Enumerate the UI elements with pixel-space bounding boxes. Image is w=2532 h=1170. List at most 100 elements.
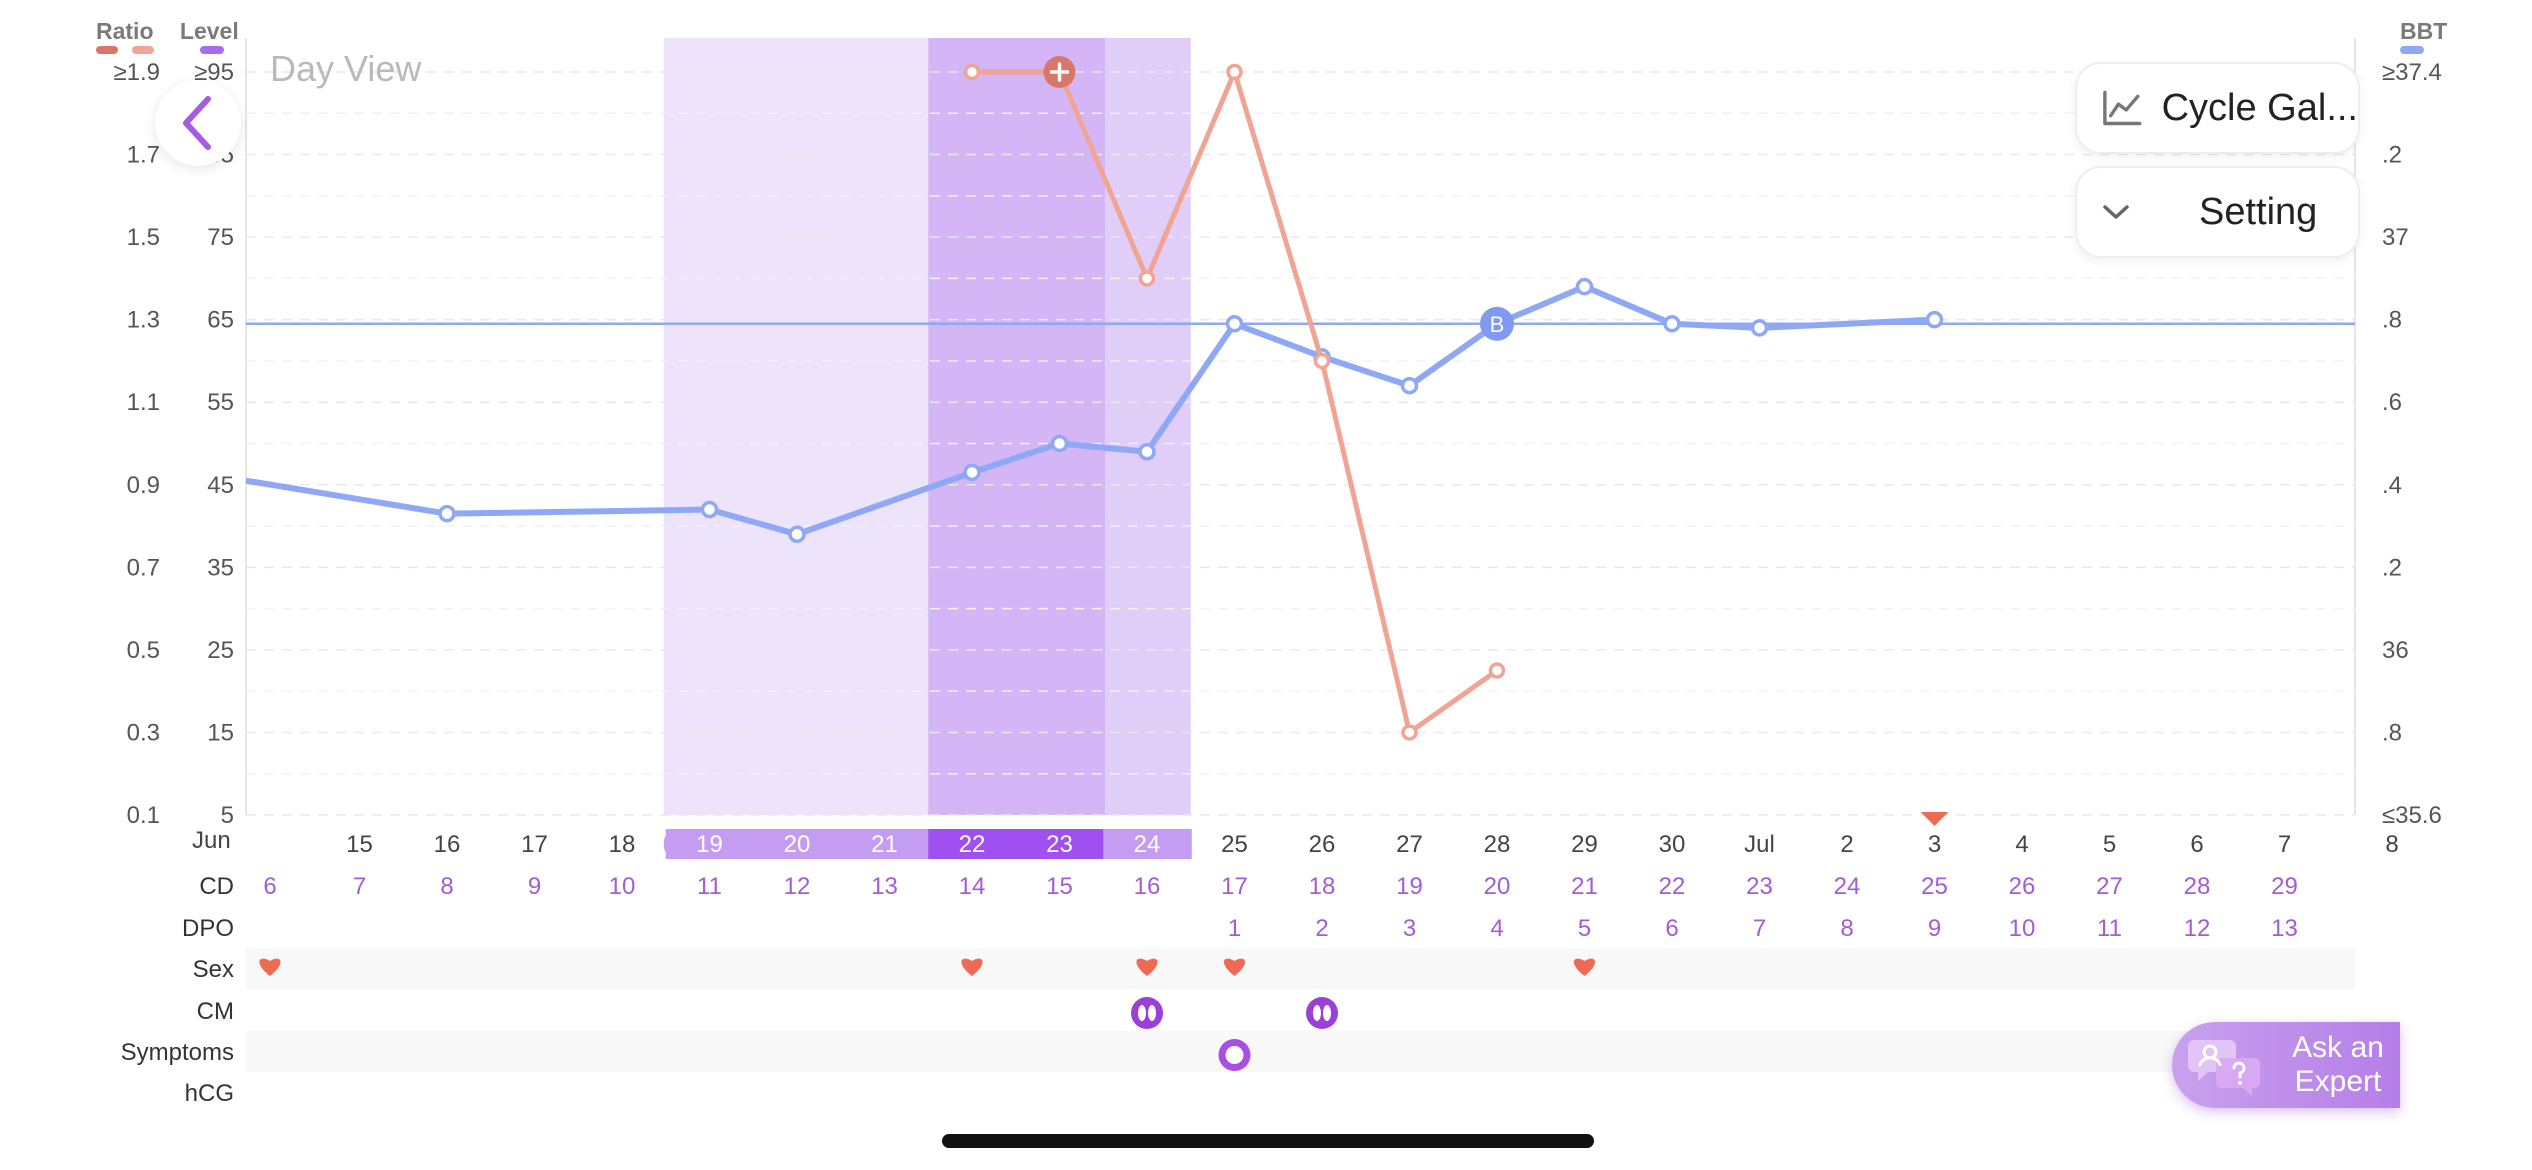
bbt-legend-label: BBT (2400, 18, 2448, 44)
date-pill (928, 829, 1017, 859)
dpo-value: 1 (1228, 915, 1241, 942)
back-button[interactable] (155, 80, 241, 166)
ratio-point (963, 63, 981, 81)
bbt-point (1575, 277, 1594, 296)
heart-icon (1223, 958, 1246, 976)
dpo-value: 10 (2009, 915, 2036, 942)
dpo-value: 2 (1315, 915, 1328, 942)
chevron-down-icon (2103, 205, 2129, 219)
date-label: 21 (871, 831, 898, 858)
cd-value: 22 (1659, 873, 1686, 900)
ratio-point (1226, 63, 1243, 81)
ratio-tick-label: 1.1 (127, 389, 160, 416)
bbt-point (1750, 319, 1769, 337)
row-background (246, 1031, 2355, 1072)
ratio-tick-label: 1.3 (127, 307, 160, 334)
date-label: 2 (1840, 831, 1853, 858)
row-label-cm: CM (197, 998, 234, 1025)
bbt-tick-label: ≥37.4 (2382, 59, 2442, 86)
date-pill (840, 829, 930, 859)
dpo-value: 4 (1490, 915, 1503, 942)
setting-button[interactable]: Setting (2075, 166, 2360, 258)
cd-value: 21 (1571, 873, 1598, 900)
post-peak-band (1105, 38, 1191, 815)
ratio-dark-swatch (96, 46, 118, 54)
date-label: 16 (434, 831, 461, 858)
dpo-value: 3 (1403, 915, 1416, 942)
ask-expert-button[interactable]: Ask an Expert (2172, 1022, 2400, 1108)
fertile-window-bands (663, 38, 1191, 815)
bbt-point (1925, 310, 1944, 329)
cm-drop (1323, 1005, 1331, 1021)
chart-grid (245, 38, 2356, 816)
row-label-sex: Sex (193, 956, 234, 983)
cycle-gallery-label: Cycle Gal... (2161, 86, 2358, 129)
ratio-legend-label: Ratio (96, 18, 154, 44)
ovulation-marker-label: B (1490, 312, 1505, 337)
cm-drop (1138, 1005, 1146, 1021)
date-pill (1015, 829, 1105, 859)
cd-value: 19 (1396, 873, 1423, 900)
bbt-tick-label: .6 (2382, 389, 2402, 416)
ask-expert-line2: Expert (2294, 1065, 2382, 1098)
row-label-symptoms: Symptoms (121, 1039, 234, 1066)
ask-expert-line1: Ask an (2292, 1031, 2384, 1064)
dpo-value: 12 (2184, 915, 2211, 942)
heart-icon (1573, 958, 1596, 976)
bbt-tick-label: 36 (2382, 637, 2409, 664)
date-label: 25 (1221, 831, 1248, 858)
date-label: 27 (1396, 831, 1423, 858)
cycle-gallery-button[interactable]: Cycle Gal... (2075, 62, 2360, 154)
ratio-tick-label: 1.5 (127, 224, 160, 251)
ratio-point (1313, 352, 1331, 370)
bbt-point (438, 504, 456, 523)
date-label: Jul (1744, 831, 1775, 858)
level-legend-label: Level (179, 18, 239, 44)
row-label-hcg: hCG (185, 1080, 234, 1107)
level-swatch (200, 46, 224, 54)
heart-icon (1136, 958, 1158, 976)
date-label: Jun (192, 827, 231, 854)
ratio-point (1488, 662, 1506, 679)
cd-value: 28 (2184, 873, 2211, 900)
cervical-mucus-icon (1131, 997, 1163, 1029)
chart-axes: ≥1.91.71.51.31.10.90.70.50.30.1≥95857565… (113, 59, 2441, 829)
bbt-tick-label: .8 (2382, 719, 2402, 746)
level-tick-label: 35 (207, 554, 234, 581)
bbt-point (1138, 443, 1156, 461)
ratio-tick-label: 1.7 (127, 142, 160, 169)
date-label: 8 (2385, 831, 2398, 858)
date-label: 26 (1309, 831, 1336, 858)
peak-band (928, 38, 1106, 815)
bbt-point (788, 525, 806, 544)
home-indicator[interactable] (942, 1134, 1594, 1148)
plus-icon (1049, 62, 1070, 82)
date-label: 4 (2015, 831, 2028, 858)
cervical-mucus-icon (1306, 997, 1338, 1029)
level-tick-label: 45 (207, 472, 234, 499)
bbt-point (963, 463, 981, 482)
cd-value: 8 (440, 873, 453, 900)
cd-value: 17 (1221, 873, 1248, 900)
date-label: 15 (346, 831, 373, 858)
date-label: 30 (1659, 831, 1686, 858)
date-label: 22 (959, 831, 986, 858)
cd-value: 13 (871, 873, 898, 900)
day-view-title: Day View (270, 48, 422, 89)
ratio-light-swatch (132, 46, 154, 54)
bbt-legend-swatch (2400, 46, 2424, 54)
row-label-dpo: DPO (182, 915, 234, 942)
ratio-tick-label: 0.5 (127, 637, 160, 664)
cd-value: 25 (1921, 873, 1948, 900)
row-background (246, 948, 2355, 989)
ratio-tick-label: ≥1.9 (113, 59, 160, 86)
date-pill-cap-right (1170, 829, 1191, 859)
level-tick-label: 55 (207, 389, 234, 416)
cd-value: 23 (1746, 873, 1773, 900)
cd-value: 18 (1309, 873, 1336, 900)
chart-rows: Jun 15 16 17 18 19 20 21 22 23 24 25 26 27 28 29 30 Jul 2 3… (121, 827, 2399, 1107)
bbt-point (1225, 315, 1244, 333)
date-label: 20 (784, 831, 811, 858)
symptom-icon-inner (1225, 1046, 1244, 1064)
